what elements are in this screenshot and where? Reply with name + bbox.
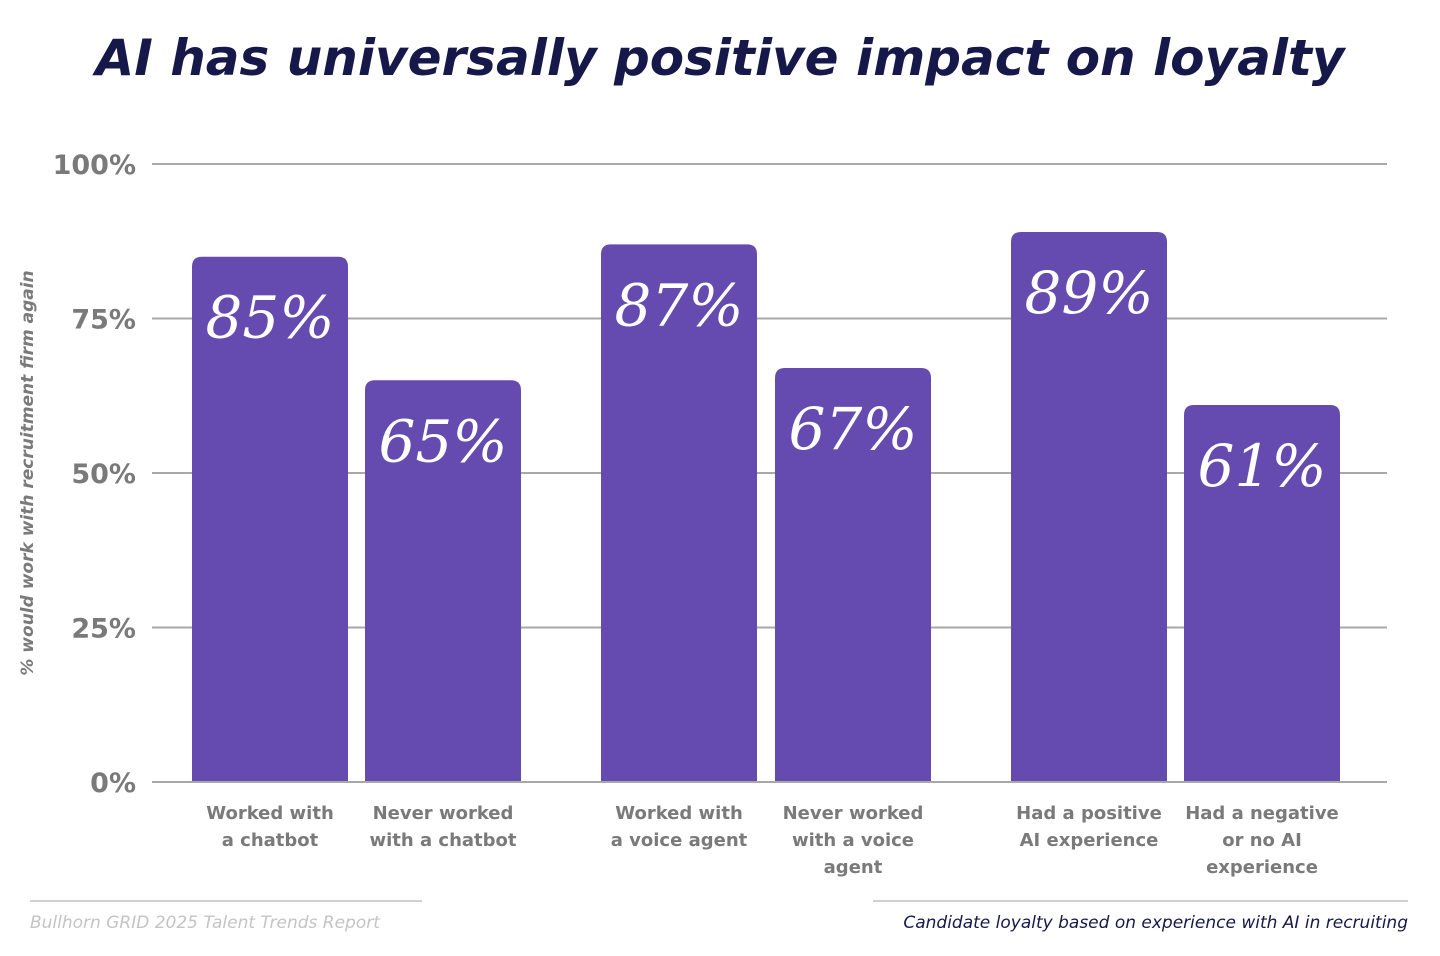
x-category-label: Never worked <box>373 803 514 824</box>
y-tick-label: 25% <box>71 614 136 645</box>
chart-caption: Candidate loyalty based on experience wi… <box>903 913 1408 933</box>
x-category-label: agent <box>824 857 883 878</box>
x-category-label: a voice agent <box>611 830 748 851</box>
source-note: Bullhorn GRID 2025 Talent Trends Report <box>30 913 381 933</box>
x-category-label: experience <box>1206 857 1318 878</box>
y-tick-label: 75% <box>71 305 136 336</box>
bar-value-label: 65% <box>379 407 508 475</box>
y-tick-label: 100% <box>53 150 136 181</box>
y-tick-label: 0% <box>90 768 136 799</box>
x-category-label: Worked with <box>615 803 743 824</box>
x-category-label: a chatbot <box>222 830 319 851</box>
chart-title: AI has universally positive impact on lo… <box>92 29 1347 87</box>
x-category-label: or no AI <box>1222 830 1302 851</box>
bar-value-label: 89% <box>1025 259 1154 327</box>
x-category-label: Never worked <box>783 803 924 824</box>
x-category-label: Worked with <box>206 803 334 824</box>
x-category-label: AI experience <box>1020 830 1159 851</box>
x-category-label: Had a positive <box>1016 803 1162 824</box>
y-tick-label: 50% <box>71 459 136 490</box>
bar-value-label: 67% <box>789 395 918 463</box>
bar <box>775 367 931 782</box>
bar <box>1011 231 1167 783</box>
bar <box>601 244 757 783</box>
bar <box>192 256 348 782</box>
y-axis-label: % would work with recruitment firm again <box>18 270 38 675</box>
bar-value-label: 85% <box>206 284 335 352</box>
bar <box>365 380 521 782</box>
x-category-label: with a chatbot <box>370 830 517 851</box>
x-category-label: Had a negative <box>1185 803 1339 824</box>
bar-value-label: 61% <box>1198 432 1327 500</box>
bar-value-label: 87% <box>615 271 744 339</box>
bar <box>1184 405 1340 782</box>
x-category-label: with a voice <box>792 830 914 851</box>
